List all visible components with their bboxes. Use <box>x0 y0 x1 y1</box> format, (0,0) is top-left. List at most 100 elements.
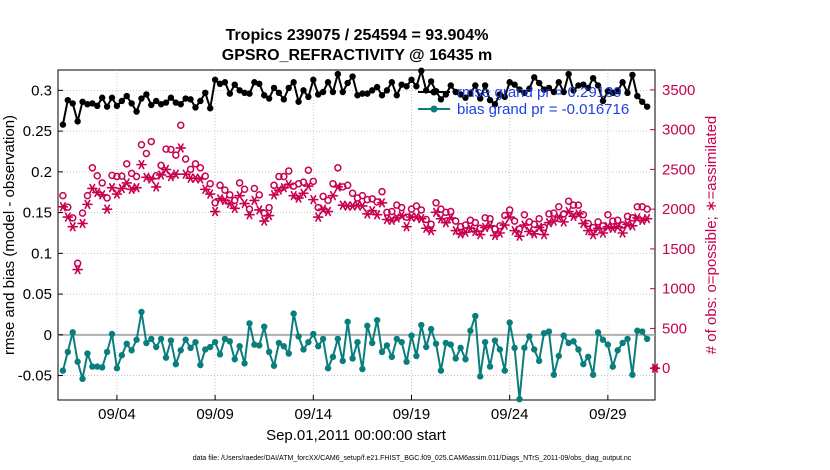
obs-assimilated-point <box>531 229 538 239</box>
obs-assimilated-point <box>604 221 611 232</box>
bias-point <box>442 339 450 347</box>
obs-assimilated-point <box>462 227 469 237</box>
bias-point <box>192 338 199 346</box>
rmse-point <box>550 88 558 96</box>
obs-possible-point <box>432 199 440 207</box>
bias-point <box>118 351 126 359</box>
y-tick-label: 0.3 <box>31 82 52 99</box>
rmse-point <box>236 87 243 94</box>
rmse-point <box>211 76 219 83</box>
obs-assimilated-point <box>472 226 479 237</box>
bias-point <box>639 328 646 335</box>
rmse-point <box>545 84 553 92</box>
bias-point <box>295 333 302 340</box>
obs-possible-point <box>59 191 67 200</box>
bias-point <box>265 348 273 356</box>
bias-point <box>339 357 346 365</box>
obs-possible-point <box>388 207 396 216</box>
bias-point <box>373 316 381 324</box>
bias-point <box>79 375 86 383</box>
obs-possible-point <box>481 214 489 222</box>
rmse-point <box>589 74 597 82</box>
rmse-point <box>329 88 337 96</box>
rmse-point <box>570 87 577 94</box>
x-axis: 09/04 09/09 09/14 09/19 09/24 09/29 <box>98 395 627 423</box>
rmse-point <box>501 93 508 101</box>
obs-assimilated-point <box>334 182 341 192</box>
bias-point <box>280 343 288 350</box>
obs-assimilated-point <box>305 181 312 191</box>
bias-point <box>423 343 430 351</box>
bias-point <box>427 325 435 333</box>
obs-assimilated-point <box>246 210 253 220</box>
bias-point <box>393 335 400 343</box>
obs-possible-point <box>93 172 102 180</box>
bias-point <box>481 338 489 346</box>
obs-assimilated-point <box>609 223 616 233</box>
obs-assimilated-point <box>315 212 322 222</box>
bias-point <box>334 335 342 343</box>
obs-assimilated-point <box>79 218 86 229</box>
bias-point <box>349 355 356 362</box>
rmse-point <box>619 79 626 86</box>
rmse-point <box>148 101 155 109</box>
plot-area <box>57 69 656 401</box>
rmse-point <box>521 89 528 97</box>
bias-point <box>452 355 459 362</box>
obs-assimilated-point <box>64 212 71 222</box>
bias-point <box>364 322 371 330</box>
obs-possible-point <box>309 177 318 186</box>
obs-possible-point <box>186 165 195 174</box>
rmse-point <box>413 83 420 90</box>
obs-assimilated-point <box>477 229 484 240</box>
obs-possible-point <box>594 218 602 226</box>
bias-point <box>496 346 504 353</box>
legend-bias-marker <box>430 105 438 113</box>
bias-point <box>604 341 612 348</box>
rmse-point <box>216 80 224 88</box>
rmse-point <box>133 108 140 115</box>
rmse-point <box>408 76 415 83</box>
obs-possible-point <box>216 181 224 190</box>
obs-assimilated-point <box>241 198 248 209</box>
x-tick-label: 09/04 <box>98 406 136 423</box>
obs-assimilated-point <box>202 184 209 194</box>
obs-possible-point <box>574 201 583 209</box>
rmse-point <box>467 90 474 97</box>
obs-possible-point <box>520 210 529 219</box>
rmse-point <box>167 94 175 101</box>
bias-point <box>89 363 96 370</box>
obs-possible-point <box>235 179 244 187</box>
bias-point <box>589 371 597 378</box>
obs-assimilated-point <box>457 229 464 239</box>
rmse-point <box>594 82 602 89</box>
obs-possible-point <box>191 160 200 168</box>
obs-assimilated-point <box>182 169 189 179</box>
bias-point <box>560 332 567 339</box>
y-right-tick-label: 0 <box>662 360 670 377</box>
obs-possible-point <box>358 191 367 200</box>
rmse-point <box>79 98 86 105</box>
obs-possible-point <box>545 210 553 218</box>
obs-assimilated-point <box>69 221 76 232</box>
rmse-point <box>575 82 582 89</box>
obs-assimilated-point <box>59 202 66 212</box>
obs-possible-point <box>255 191 264 199</box>
rmse-point <box>531 74 538 81</box>
obs-assimilated-point <box>467 223 474 233</box>
obs-assimilated-point <box>212 206 219 217</box>
obs-assimilated-point <box>486 221 494 231</box>
y-axis-right-label: # of obs: o=possible; ∗=assimilated <box>703 116 720 355</box>
bias-point <box>550 371 558 378</box>
y-right-tick-label: 500 <box>662 320 687 337</box>
right-axis-end-marker <box>649 363 661 373</box>
rmse-point <box>74 118 81 125</box>
bias-point <box>609 363 616 370</box>
obs-assimilated-point <box>158 170 165 180</box>
bias-point <box>457 344 464 352</box>
obs-assimilated-point <box>261 216 268 226</box>
rmse-point <box>275 89 283 97</box>
obs-possible-point <box>348 189 357 198</box>
rmse-point <box>103 103 111 110</box>
bias-point <box>619 339 626 347</box>
